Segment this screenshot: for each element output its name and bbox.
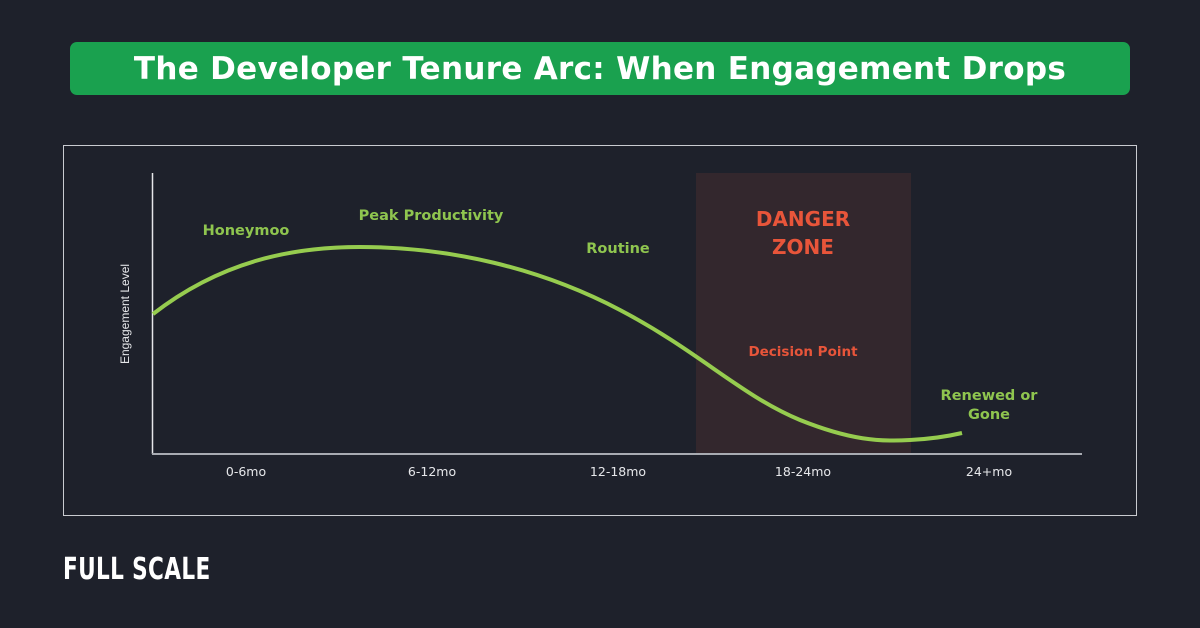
phase-label-honeymoon: Honeymoo xyxy=(202,223,290,239)
danger-zone-line2: ZONE xyxy=(772,235,834,259)
engagement-curve xyxy=(151,244,963,443)
title-banner: The Developer Tenure Arc: When Engagemen… xyxy=(70,42,1130,95)
y-axis-label: Engagement Level xyxy=(118,263,132,365)
phase-label-renewed-or-gone: Renewed or Gone xyxy=(941,387,1038,425)
danger-zone-line1: DANGER xyxy=(755,207,851,231)
danger-zone-region xyxy=(696,173,911,454)
x-tick-label: 24+mo xyxy=(965,464,1013,479)
chart-frame xyxy=(63,145,1137,516)
phase-label-renewed-line1: Renewed or xyxy=(940,388,1038,404)
danger-zone-title: DANGER ZONE xyxy=(756,205,850,261)
x-tick-label: 18-24mo xyxy=(774,464,832,479)
phase-label-peak: Peak Productivity xyxy=(358,208,504,224)
x-tick-label: 0-6mo xyxy=(225,464,267,479)
decision-point-label: Decision Point xyxy=(748,344,858,360)
chart-title: The Developer Tenure Arc: When Engagemen… xyxy=(133,50,1067,87)
x-tick-label: 12-18mo xyxy=(589,464,647,479)
brand-logo: FULL SCALE xyxy=(63,552,211,587)
phase-label-routine: Routine xyxy=(586,241,650,257)
phase-label-renewed-line2: Gone xyxy=(967,407,1011,423)
x-tick-label: 6-12mo xyxy=(407,464,457,479)
